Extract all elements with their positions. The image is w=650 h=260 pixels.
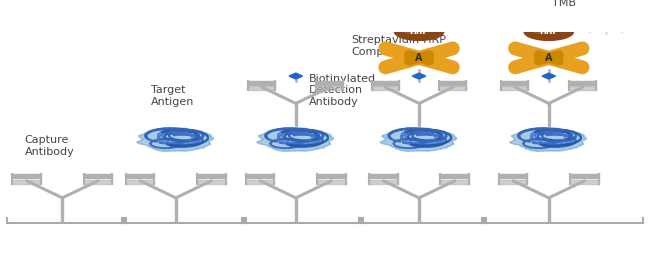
Polygon shape (248, 81, 276, 84)
Polygon shape (84, 174, 112, 178)
Polygon shape (197, 180, 226, 184)
Circle shape (532, 26, 554, 34)
Polygon shape (439, 86, 467, 90)
Polygon shape (412, 73, 426, 79)
Polygon shape (137, 128, 214, 151)
Polygon shape (84, 180, 112, 184)
Polygon shape (317, 174, 346, 178)
Circle shape (395, 23, 444, 40)
Polygon shape (316, 81, 343, 84)
Polygon shape (12, 180, 41, 184)
Polygon shape (570, 174, 599, 178)
Text: HRP: HRP (410, 27, 429, 36)
Polygon shape (441, 174, 469, 178)
Polygon shape (372, 86, 398, 90)
Polygon shape (439, 81, 467, 84)
Polygon shape (369, 180, 398, 184)
Circle shape (570, 5, 642, 31)
Text: Biotinylated
Detection
Antibody: Biotinylated Detection Antibody (309, 74, 376, 107)
Polygon shape (441, 180, 469, 184)
Circle shape (586, 11, 625, 25)
Polygon shape (542, 73, 556, 79)
Polygon shape (257, 128, 333, 151)
Polygon shape (289, 73, 302, 79)
Text: Streptavidin-HRP
Complex: Streptavidin-HRP Complex (351, 35, 446, 57)
Polygon shape (126, 180, 155, 184)
Circle shape (599, 16, 612, 20)
Text: HRP: HRP (539, 27, 558, 36)
Polygon shape (499, 180, 527, 184)
Polygon shape (570, 180, 599, 184)
Polygon shape (12, 174, 41, 178)
Circle shape (594, 14, 618, 22)
Circle shape (402, 26, 424, 34)
Polygon shape (126, 174, 155, 178)
Text: TMB: TMB (552, 0, 576, 8)
Polygon shape (372, 81, 398, 84)
Circle shape (524, 23, 573, 40)
Circle shape (578, 9, 633, 28)
Polygon shape (501, 81, 528, 84)
Polygon shape (569, 86, 596, 90)
Text: A: A (415, 53, 423, 63)
Text: Target
Antigen: Target Antigen (151, 85, 194, 107)
Polygon shape (197, 174, 226, 178)
Polygon shape (569, 81, 596, 84)
Polygon shape (248, 86, 276, 90)
Text: A: A (545, 53, 552, 63)
Polygon shape (510, 128, 586, 151)
Polygon shape (246, 174, 274, 178)
Text: Capture
Antibody: Capture Antibody (25, 135, 75, 157)
Polygon shape (369, 174, 398, 178)
Polygon shape (380, 128, 457, 151)
Polygon shape (317, 180, 346, 184)
Polygon shape (501, 86, 528, 90)
Polygon shape (316, 86, 343, 90)
Polygon shape (246, 180, 274, 184)
Polygon shape (499, 174, 527, 178)
